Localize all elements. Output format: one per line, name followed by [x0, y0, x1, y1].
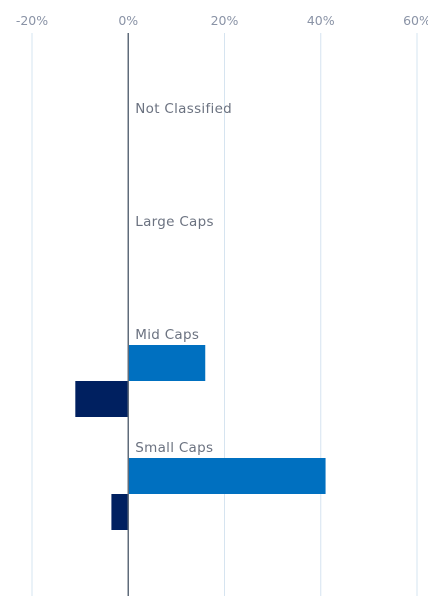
- bar: [128, 345, 206, 381]
- bar: [128, 458, 326, 494]
- x-tick-label: 60%: [403, 13, 428, 28]
- category-labels: Not Classified Large Caps Mid Caps Small Ca…: [135, 101, 232, 456]
- x-tick-label: 20%: [211, 13, 239, 28]
- category-label: Not Classified: [135, 101, 232, 117]
- bars: [75, 345, 326, 530]
- bar: [111, 494, 129, 530]
- x-axis-ticks: -20% 0% 20% 40% 60%: [16, 13, 428, 28]
- x-tick-label: 0%: [118, 13, 138, 28]
- x-tick-label: 40%: [307, 13, 335, 28]
- gridlines: [31, 33, 418, 596]
- category-label: Large Caps: [135, 214, 214, 230]
- x-tick-label: -20%: [16, 13, 48, 28]
- category-label: Mid Caps: [135, 327, 199, 343]
- category-label: Small Caps: [135, 440, 213, 456]
- bar: [75, 381, 129, 417]
